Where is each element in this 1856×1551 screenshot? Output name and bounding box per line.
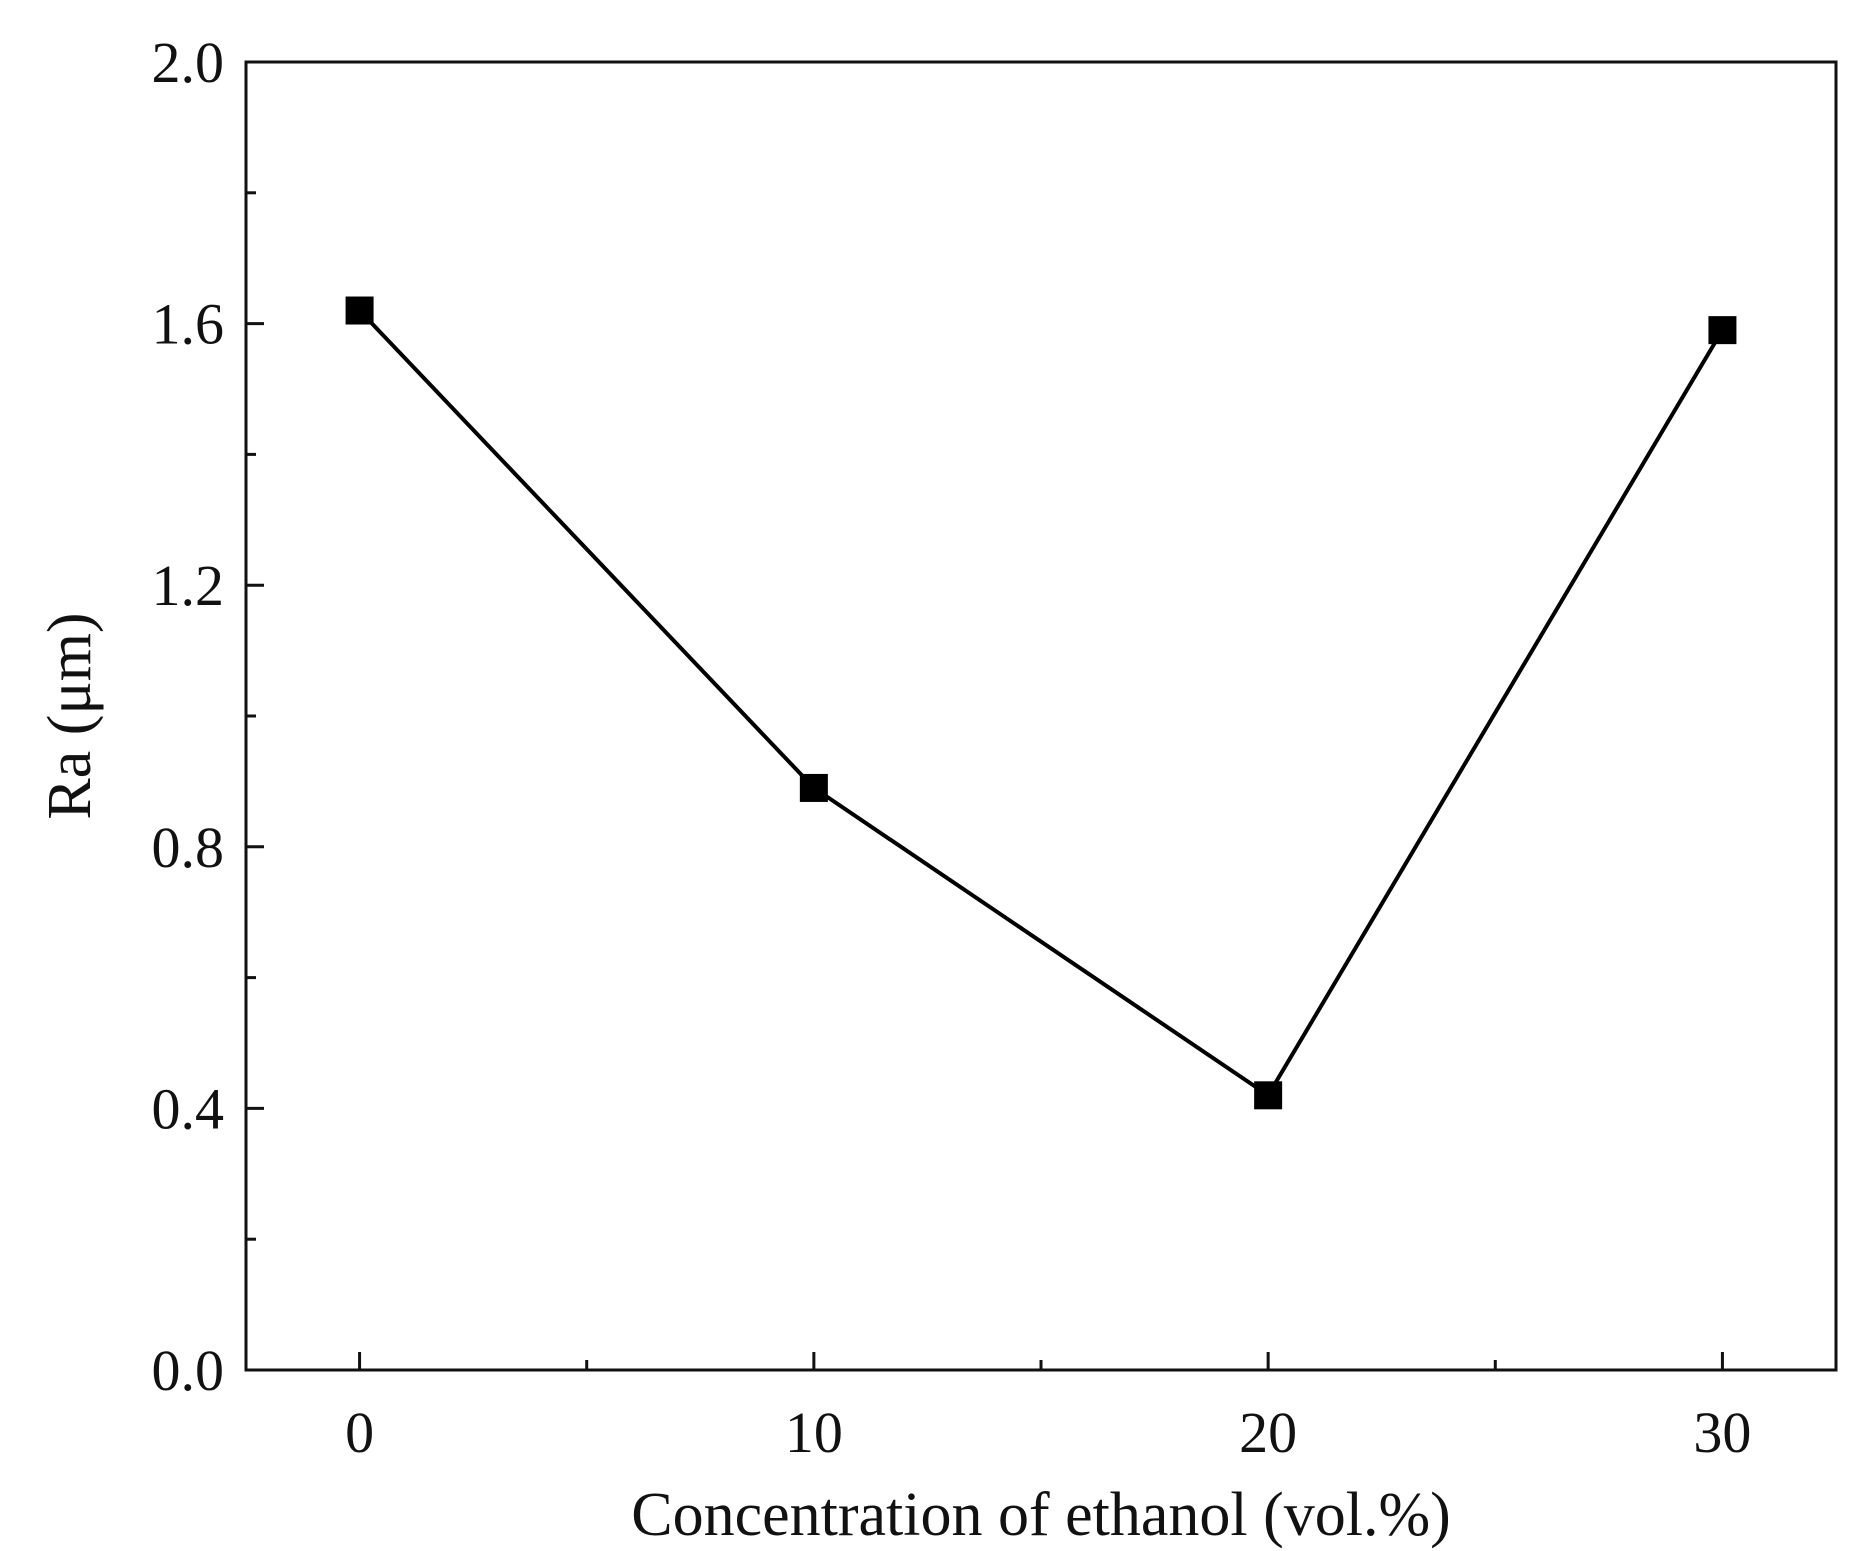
y-tick-label: 0.8 [152, 815, 225, 880]
data-point-marker [345, 296, 374, 325]
series-line [358, 309, 1725, 1099]
data-point-marker [1708, 316, 1737, 345]
x-tick-label: 10 [785, 1400, 843, 1465]
data-point-marker [1254, 1081, 1283, 1110]
y-tick-label: 0.0 [152, 1338, 225, 1403]
plot-frame [244, 60, 1838, 1372]
y-axis-tick-labels: 0.0 0.4 0.8 1.2 1.6 2.0 [152, 30, 225, 1403]
y-tick-label: 1.6 [152, 292, 225, 357]
y-tick-label: 2.0 [152, 30, 225, 95]
y-axis-ticks [246, 60, 264, 1372]
data-point-marker [799, 773, 828, 802]
y-axis-title: Ra (μm) [36, 612, 104, 819]
x-tick-label: 30 [1693, 1400, 1751, 1465]
x-axis-ticks [358, 1352, 1724, 1370]
y-tick-label: 0.4 [152, 1076, 225, 1141]
x-tick-label: 0 [345, 1400, 374, 1465]
x-axis-tick-labels: 0 10 20 30 [345, 1400, 1751, 1465]
data-markers [345, 296, 1737, 1110]
x-axis-title: Concentration of ethanol (vol.%) [631, 1481, 1451, 1549]
x-tick-label: 20 [1239, 1400, 1297, 1465]
y-tick-label: 1.2 [152, 553, 225, 618]
